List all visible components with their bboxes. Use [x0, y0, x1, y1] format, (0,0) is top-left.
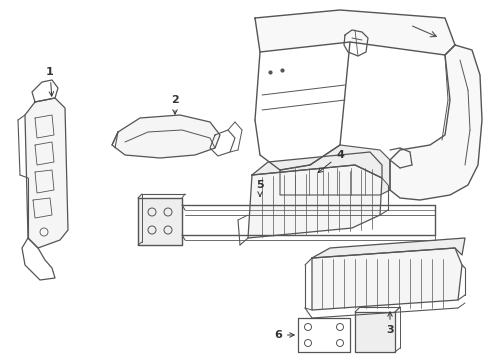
Polygon shape	[390, 45, 482, 200]
Polygon shape	[252, 152, 382, 178]
Text: 3: 3	[386, 312, 394, 335]
Polygon shape	[25, 98, 68, 248]
Text: 4: 4	[318, 150, 344, 172]
Polygon shape	[280, 145, 390, 195]
Text: 6: 6	[274, 330, 294, 340]
Text: 2: 2	[171, 95, 179, 114]
Polygon shape	[138, 198, 182, 245]
Polygon shape	[312, 248, 462, 310]
Polygon shape	[355, 312, 395, 352]
Polygon shape	[312, 238, 465, 258]
Text: 5: 5	[256, 180, 264, 196]
Polygon shape	[255, 10, 455, 55]
Polygon shape	[112, 115, 220, 158]
Polygon shape	[248, 165, 382, 238]
Text: 1: 1	[46, 67, 54, 96]
